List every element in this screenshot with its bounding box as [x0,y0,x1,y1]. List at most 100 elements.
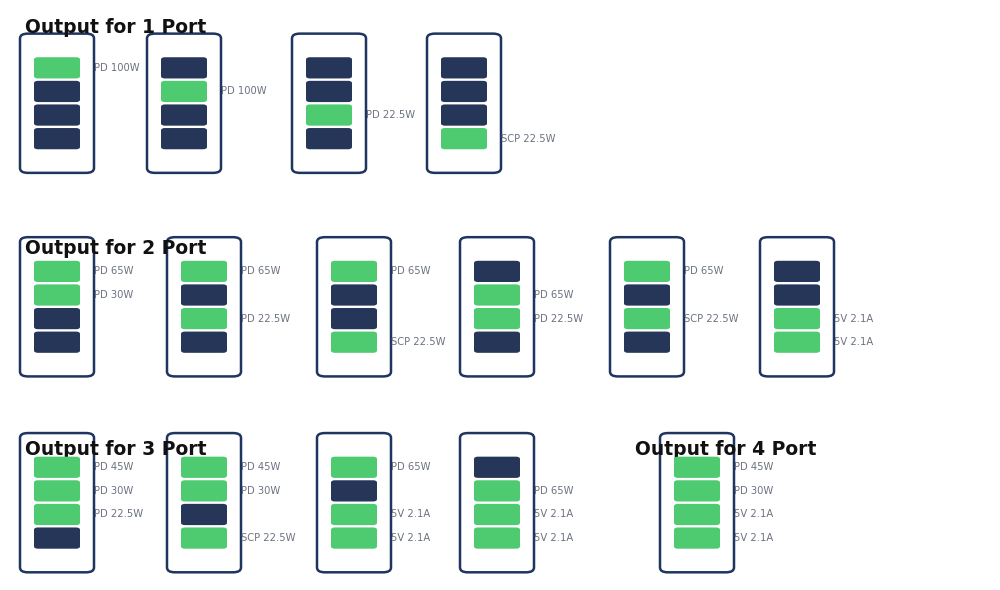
FancyBboxPatch shape [474,284,520,306]
FancyBboxPatch shape [181,527,227,549]
Text: PD 45W: PD 45W [94,463,133,472]
FancyBboxPatch shape [474,480,520,502]
FancyBboxPatch shape [181,261,227,282]
Text: PD 30W: PD 30W [94,486,133,496]
Text: PD 30W: PD 30W [734,486,773,496]
FancyBboxPatch shape [34,332,80,353]
Text: 5V 2.1A: 5V 2.1A [734,533,773,543]
Text: PD 65W: PD 65W [534,290,574,300]
FancyBboxPatch shape [474,504,520,525]
FancyBboxPatch shape [331,480,377,502]
Text: PD 100W: PD 100W [221,87,267,96]
FancyBboxPatch shape [181,480,227,502]
FancyBboxPatch shape [674,457,720,478]
FancyBboxPatch shape [34,504,80,525]
Text: SCP 22.5W: SCP 22.5W [501,134,556,143]
Text: PD 22.5W: PD 22.5W [534,314,583,323]
Text: PD 65W: PD 65W [391,267,430,276]
Text: 5V 2.1A: 5V 2.1A [391,510,430,519]
Text: 5V 2.1A: 5V 2.1A [391,533,430,543]
FancyBboxPatch shape [161,104,207,126]
FancyBboxPatch shape [20,34,94,173]
FancyBboxPatch shape [441,81,487,102]
FancyBboxPatch shape [306,104,352,126]
Text: PD 22.5W: PD 22.5W [94,510,143,519]
FancyBboxPatch shape [331,308,377,329]
FancyBboxPatch shape [674,504,720,525]
FancyBboxPatch shape [624,284,670,306]
FancyBboxPatch shape [674,480,720,502]
Text: PD 65W: PD 65W [534,486,574,496]
FancyBboxPatch shape [34,308,80,329]
FancyBboxPatch shape [474,457,520,478]
Text: PD 100W: PD 100W [94,63,140,73]
Text: SCP 22.5W: SCP 22.5W [391,337,446,347]
FancyBboxPatch shape [292,34,366,173]
FancyBboxPatch shape [167,237,241,376]
FancyBboxPatch shape [760,237,834,376]
Text: Output for 4 Port: Output for 4 Port [635,440,816,458]
Text: PD 65W: PD 65W [684,267,724,276]
FancyBboxPatch shape [317,433,391,572]
FancyBboxPatch shape [167,433,241,572]
Text: PD 22.5W: PD 22.5W [366,110,415,120]
FancyBboxPatch shape [331,504,377,525]
FancyBboxPatch shape [34,57,80,78]
FancyBboxPatch shape [34,457,80,478]
FancyBboxPatch shape [474,332,520,353]
FancyBboxPatch shape [147,34,221,173]
FancyBboxPatch shape [34,104,80,126]
Text: SCP 22.5W: SCP 22.5W [684,314,738,323]
FancyBboxPatch shape [181,308,227,329]
FancyBboxPatch shape [34,284,80,306]
FancyBboxPatch shape [34,480,80,502]
FancyBboxPatch shape [774,284,820,306]
FancyBboxPatch shape [624,261,670,282]
FancyBboxPatch shape [674,527,720,549]
FancyBboxPatch shape [474,527,520,549]
FancyBboxPatch shape [624,308,670,329]
FancyBboxPatch shape [460,433,534,572]
FancyBboxPatch shape [660,433,734,572]
FancyBboxPatch shape [610,237,684,376]
Text: Output for 2 Port: Output for 2 Port [25,239,206,258]
Text: 5V 2.1A: 5V 2.1A [834,337,873,347]
Text: 5V 2.1A: 5V 2.1A [534,510,573,519]
Text: 5V 2.1A: 5V 2.1A [834,314,873,323]
Text: PD 30W: PD 30W [241,486,280,496]
FancyBboxPatch shape [441,128,487,149]
FancyBboxPatch shape [474,308,520,329]
Text: Output for 3 Port: Output for 3 Port [25,440,207,458]
Text: PD 65W: PD 65W [241,267,280,276]
Text: Output for 1 Port: Output for 1 Port [25,18,206,37]
FancyBboxPatch shape [306,57,352,78]
FancyBboxPatch shape [34,128,80,149]
FancyBboxPatch shape [331,284,377,306]
FancyBboxPatch shape [306,128,352,149]
FancyBboxPatch shape [181,332,227,353]
FancyBboxPatch shape [20,433,94,572]
Text: PD 45W: PD 45W [734,463,773,472]
FancyBboxPatch shape [427,34,501,173]
Text: PD 65W: PD 65W [94,267,134,276]
FancyBboxPatch shape [161,81,207,102]
FancyBboxPatch shape [20,237,94,376]
FancyBboxPatch shape [624,332,670,353]
Text: PD 65W: PD 65W [391,463,430,472]
FancyBboxPatch shape [331,527,377,549]
FancyBboxPatch shape [331,332,377,353]
FancyBboxPatch shape [161,57,207,78]
FancyBboxPatch shape [774,261,820,282]
Text: PD 45W: PD 45W [241,463,280,472]
FancyBboxPatch shape [474,261,520,282]
Text: PD 22.5W: PD 22.5W [241,314,290,323]
FancyBboxPatch shape [181,284,227,306]
FancyBboxPatch shape [331,261,377,282]
FancyBboxPatch shape [331,457,377,478]
FancyBboxPatch shape [774,332,820,353]
FancyBboxPatch shape [181,504,227,525]
FancyBboxPatch shape [34,527,80,549]
Text: SCP 22.5W: SCP 22.5W [241,533,296,543]
FancyBboxPatch shape [441,104,487,126]
Text: 5V 2.1A: 5V 2.1A [734,510,773,519]
